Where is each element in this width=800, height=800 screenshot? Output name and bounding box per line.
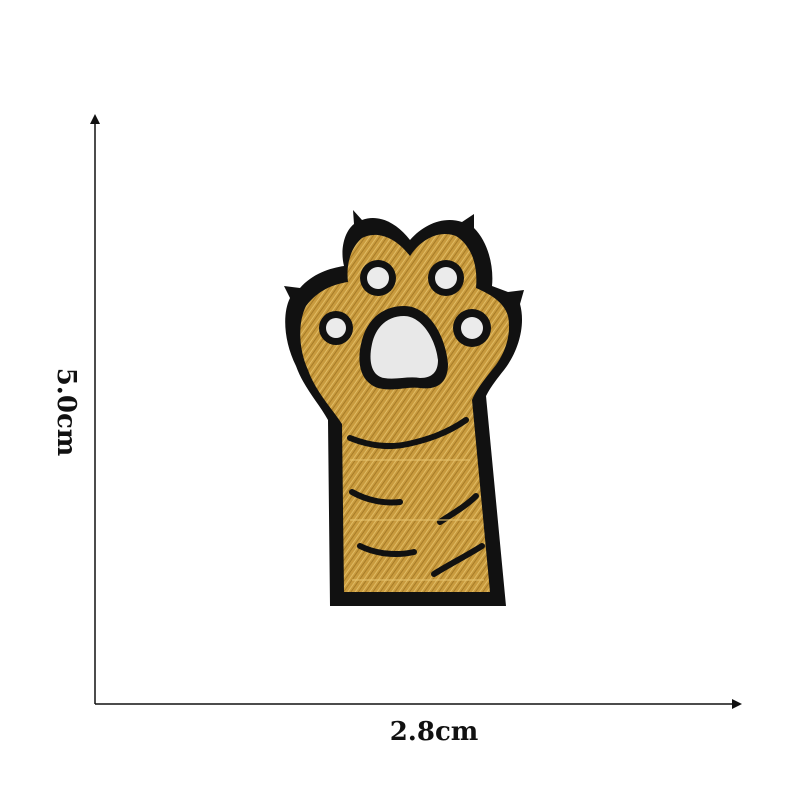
fur-stripe-4 bbox=[357, 543, 417, 557]
main-paw-pad-inner bbox=[370, 316, 438, 379]
fur-stripe-2 bbox=[349, 489, 403, 506]
toe-bean-mid-right-inner bbox=[435, 267, 457, 289]
toe-bean-mid-left-inner bbox=[367, 267, 389, 289]
height-axis-arrow-icon bbox=[90, 114, 100, 124]
toe-bean-left-inner bbox=[326, 318, 346, 338]
width-axis-arrow-icon bbox=[732, 699, 742, 709]
fur-stripe-1 bbox=[347, 417, 469, 449]
width-dimension-label: 2.8cm bbox=[389, 717, 479, 747]
toe-bean-right-inner bbox=[461, 317, 483, 339]
fur-highlight bbox=[350, 459, 484, 581]
fur-stripe-5 bbox=[431, 543, 485, 577]
